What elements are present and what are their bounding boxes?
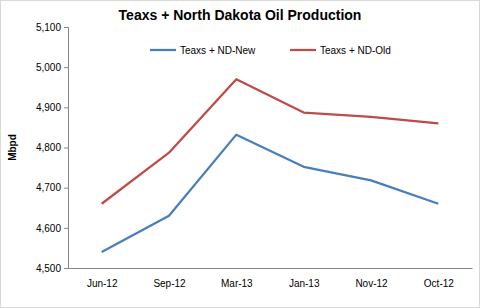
y-tick: 4,900 <box>36 102 68 113</box>
x-tick-label: Mar-13 <box>221 278 253 289</box>
x-tick: Mar-13 <box>221 268 253 289</box>
y-axis-line <box>64 28 69 269</box>
y-tick: 4,800 <box>36 142 68 153</box>
x-axis-line <box>69 268 473 269</box>
x-tick: Jan-13 <box>289 268 320 289</box>
x-tick: Sep-12 <box>153 268 186 289</box>
y-tick-label: 5,100 <box>36 22 61 33</box>
legend-swatch <box>290 49 316 51</box>
legend-item: Teaxs + ND-New <box>150 45 256 56</box>
y-axis-title: Mbpd <box>7 134 18 161</box>
legend: Teaxs + ND-New Teaxs + ND-Old <box>150 45 391 56</box>
x-tick-label: Jan-13 <box>289 278 320 289</box>
y-tick-label: 4,500 <box>36 263 61 274</box>
x-tick: Nov-12 <box>355 268 388 289</box>
series-line <box>102 79 439 204</box>
lines <box>102 79 439 252</box>
plot: 4,500 4,600 4,700 4,800 4,900 5,000 5,100 Jun-1… <box>36 22 473 289</box>
y-tick-mark <box>64 27 68 28</box>
y-tick: 4,600 <box>36 223 68 234</box>
y-tick-label: 5,000 <box>36 62 61 73</box>
y-tick: 5,000 <box>36 62 68 73</box>
y-tick-label: 4,700 <box>36 182 61 193</box>
y-tick-mark <box>64 228 68 229</box>
y-tick-mark <box>64 148 68 149</box>
x-tick: Jun-12 <box>87 268 118 289</box>
legend-swatch <box>150 49 176 51</box>
legend-label: Teaxs + ND-Old <box>320 45 391 56</box>
x-tick: Oct-12 <box>424 268 454 289</box>
y-axis: 4,500 4,600 4,700 4,800 4,900 5,000 5,100 <box>36 22 69 274</box>
y-tick: 4,700 <box>36 182 68 193</box>
legend-label: Teaxs + ND-New <box>180 45 256 56</box>
chart-frame <box>1 1 480 308</box>
y-tick-label: 4,600 <box>36 223 61 234</box>
y-tick: 5,100 <box>36 22 68 33</box>
x-tick-label: Oct-12 <box>424 278 454 289</box>
title: Teaxs + North Dakota Oil Production <box>119 7 362 23</box>
y-tick-label: 4,800 <box>36 142 61 153</box>
x-tick-label: Nov-12 <box>355 278 388 289</box>
y-tick-mark <box>64 268 68 269</box>
y-tick: 4,500 <box>36 263 68 274</box>
chart: 4,500 4,600 4,700 4,800 4,900 5,000 5,100 Jun-1… <box>0 0 480 308</box>
y-tick-mark <box>64 107 68 108</box>
x-tick-label: Jun-12 <box>87 278 118 289</box>
y-tick-label: 4,900 <box>36 102 61 113</box>
legend-item: Teaxs + ND-Old <box>290 45 391 56</box>
x-axis: Jun-12 Sep-12 Mar-13 Jan-13 Nov-12 Oct-12 <box>69 268 473 289</box>
x-tick-label: Sep-12 <box>153 278 186 289</box>
y-tick-mark <box>64 67 68 68</box>
series-line <box>102 135 439 252</box>
y-tick-mark <box>64 188 68 189</box>
